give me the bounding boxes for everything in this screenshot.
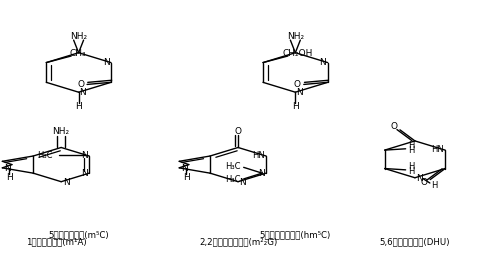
Text: O: O: [390, 122, 397, 131]
Text: N: N: [416, 174, 423, 183]
Text: H: H: [408, 146, 415, 155]
Text: H: H: [6, 173, 13, 182]
Text: H: H: [408, 162, 415, 171]
Text: CH₃: CH₃: [70, 49, 87, 58]
Text: H₃C: H₃C: [38, 151, 53, 160]
Text: N: N: [4, 164, 11, 173]
Text: O: O: [77, 80, 84, 89]
Text: O: O: [421, 178, 428, 187]
Text: N: N: [63, 178, 70, 187]
Text: NH₂: NH₂: [53, 127, 70, 136]
Text: N: N: [239, 178, 246, 187]
Text: 5,6－二氢尿嘧啶(DHU): 5,6－二氢尿嘧啶(DHU): [380, 238, 450, 247]
Text: 2,2－二甲基鸟嘌呤(m²₂G): 2,2－二甲基鸟嘌呤(m²₂G): [199, 238, 277, 247]
Text: HN: HN: [252, 151, 265, 160]
Text: H: H: [408, 167, 415, 176]
Text: HN: HN: [431, 145, 443, 154]
Text: N: N: [82, 169, 88, 178]
Text: N: N: [181, 164, 187, 173]
Text: N: N: [296, 88, 303, 97]
Text: H: H: [183, 173, 189, 182]
Text: O: O: [234, 127, 241, 136]
Text: NH₂: NH₂: [70, 32, 87, 41]
Text: 1－甲基腺嘌呤(m¹A): 1－甲基腺嘌呤(m¹A): [26, 238, 87, 247]
Text: H₃C: H₃C: [224, 175, 240, 184]
Text: N: N: [103, 58, 110, 67]
Text: 5－羟甲基胞嘧啶(hm⁵C): 5－羟甲基胞嘧啶(hm⁵C): [260, 230, 331, 239]
Text: H: H: [408, 141, 415, 150]
Text: H₃C: H₃C: [224, 162, 240, 171]
Text: H: H: [431, 181, 437, 190]
Text: H: H: [75, 102, 82, 111]
Text: CH₂OH: CH₂OH: [283, 49, 313, 58]
Text: H: H: [292, 102, 299, 111]
Text: N: N: [80, 88, 86, 97]
Text: N: N: [258, 169, 265, 178]
Text: NH₂: NH₂: [287, 32, 304, 41]
Text: N: N: [82, 151, 88, 160]
Text: O: O: [294, 80, 301, 89]
Text: 5－甲基胞嘧啶(m⁵C): 5－甲基胞嘧啶(m⁵C): [48, 230, 109, 239]
Text: N: N: [320, 58, 326, 67]
